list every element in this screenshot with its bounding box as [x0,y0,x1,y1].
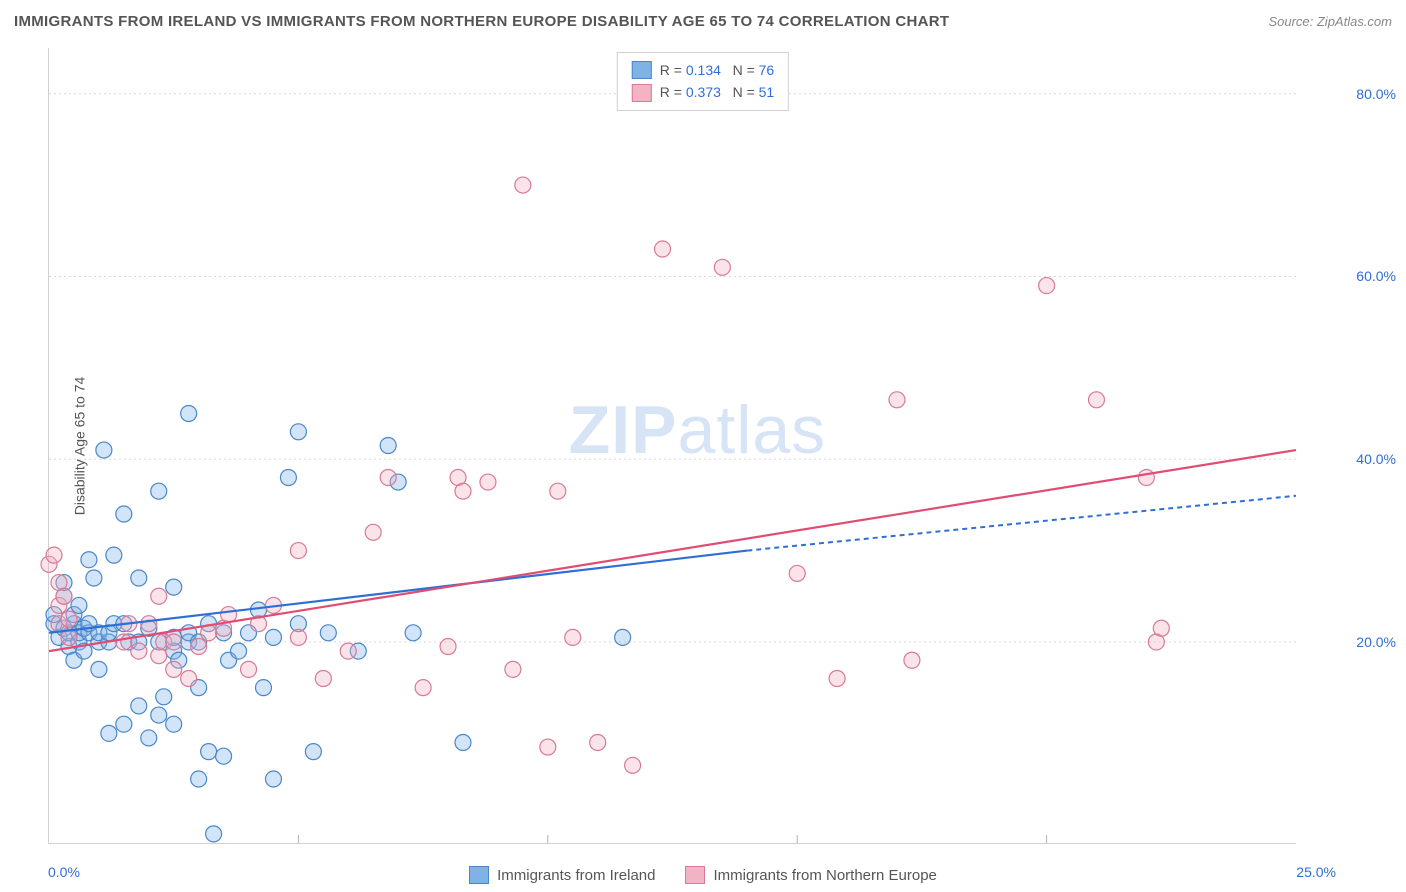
y-tick-label: 80.0% [1356,86,1396,102]
source-attribution: Source: ZipAtlas.com [1268,14,1392,29]
swatch-ireland [632,61,652,79]
legend-row-neurope: R = 0.373 N = 51 [632,81,774,103]
swatch-neurope [632,84,652,102]
correlation-legend: R = 0.134 N = 76 R = 0.373 N = 51 [617,52,789,111]
chart-plot-area: ZIPatlas [48,48,1296,844]
swatch-neurope-icon [685,866,705,884]
y-tick-label: 40.0% [1356,451,1396,467]
legend-item-neurope: Immigrants from Northern Europe [685,866,936,884]
legend-row-ireland: R = 0.134 N = 76 [632,59,774,81]
swatch-ireland-icon [469,866,489,884]
y-tick-label: 60.0% [1356,268,1396,284]
y-tick-label: 20.0% [1356,634,1396,650]
legend-item-ireland: Immigrants from Ireland [469,866,655,884]
chart-title: IMMIGRANTS FROM IRELAND VS IMMIGRANTS FR… [14,13,949,30]
series-legend: Immigrants from Ireland Immigrants from … [0,866,1406,884]
chart-header: IMMIGRANTS FROM IRELAND VS IMMIGRANTS FR… [0,0,1406,42]
scatter-plot [49,48,1296,843]
